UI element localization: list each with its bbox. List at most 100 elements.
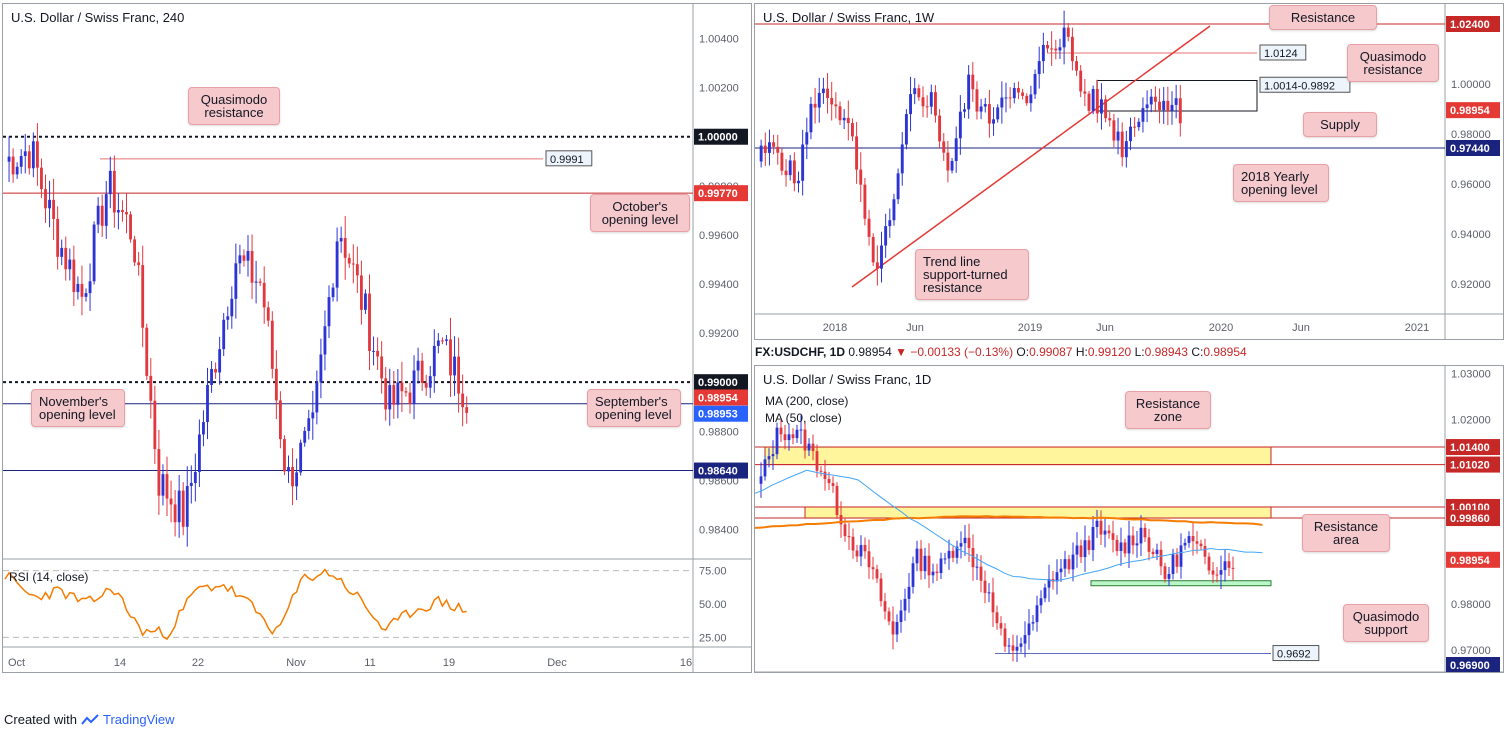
d-candle xyxy=(919,548,923,572)
w-candle xyxy=(805,132,809,145)
d-candle xyxy=(759,476,763,484)
open-label: O: xyxy=(1016,345,1030,359)
h4-candle xyxy=(258,281,262,283)
ma200-legend: MA (200, close) xyxy=(765,394,849,408)
down-triangle-icon: ▼ xyxy=(895,345,907,359)
d-candle xyxy=(783,434,787,441)
h4-candle xyxy=(291,467,294,487)
w-candle xyxy=(763,145,767,153)
d-candle xyxy=(1155,549,1159,555)
d-candle xyxy=(899,610,903,622)
d-candle xyxy=(995,612,999,624)
w-candle xyxy=(958,111,962,139)
weekly-chart-title: U.S. Dollar / Swiss Franc, 1W xyxy=(763,10,935,25)
h4-candle xyxy=(432,345,436,377)
daily-chart-panel[interactable]: U.S. Dollar / Swiss Franc, 1D 1.03000 1.0… xyxy=(754,365,1504,673)
daily-quasimodo-note: Quasimodo support xyxy=(1343,604,1429,642)
h4-chart-panel[interactable]: U.S. Dollar / Swiss Franc, 240 1.00400 1.… xyxy=(2,3,752,673)
h4-candle xyxy=(11,156,15,175)
w-price-tag: 0.97440 xyxy=(1450,143,1490,155)
h4-candle xyxy=(453,356,456,376)
h4-candle xyxy=(364,293,367,310)
d-candle xyxy=(879,578,883,602)
h4-price-tag: 0.98953 xyxy=(698,409,738,421)
h4-price-tag-bg xyxy=(694,462,748,479)
d-candle xyxy=(1215,574,1219,576)
d-support-zone xyxy=(1090,580,1272,587)
daily-chart-canvas[interactable]: 1.030001.020000.990000.980000.970000.969… xyxy=(755,366,1503,672)
d-candle xyxy=(975,566,979,568)
d-candle xyxy=(875,569,879,579)
w-candle xyxy=(1120,131,1124,158)
h4-candle xyxy=(48,199,51,209)
d-candle xyxy=(935,571,939,574)
d-candle xyxy=(1007,645,1011,647)
d-candle xyxy=(843,524,847,537)
h4-candle xyxy=(412,370,416,404)
w-candle xyxy=(801,144,805,181)
d-candle xyxy=(1071,554,1075,570)
w-candle xyxy=(987,104,991,124)
footer-brand[interactable]: TradingView xyxy=(102,712,175,727)
h4-candle xyxy=(214,368,218,373)
w-candle xyxy=(1046,44,1049,49)
w-candle xyxy=(759,145,763,162)
weekly-chart-panel[interactable]: U.S. Dollar / Swiss Franc, 1W 1.00000 0.9… xyxy=(754,3,1504,340)
h4-candle xyxy=(27,151,31,169)
w-candle xyxy=(830,98,834,105)
w-candle xyxy=(1054,48,1058,51)
d-candle xyxy=(839,514,843,525)
w-candle xyxy=(1025,95,1029,104)
close-label: C: xyxy=(1191,345,1204,359)
d-candle xyxy=(1079,545,1083,558)
w-candle xyxy=(813,103,817,108)
w-x-tick: Jun xyxy=(1292,322,1310,334)
h4-candle xyxy=(169,498,173,505)
w-quasimodo-box: 1.0124 xyxy=(1264,48,1298,60)
h4-candle xyxy=(323,326,327,355)
h4-chart-canvas[interactable]: 1.004001.002000.998000.996000.994000.992… xyxy=(3,4,751,672)
d-candle xyxy=(1015,646,1019,651)
h4-price-tag: 0.99770 xyxy=(698,188,738,200)
w-candle xyxy=(792,160,796,184)
d-y-tick: 1.03000 xyxy=(1451,368,1491,380)
d-candle xyxy=(999,623,1003,629)
weekly-chart-canvas[interactable]: 1.00000 0.98000 0.96000 0.94000 0.92000 2018 J… xyxy=(755,4,1503,339)
d-candle xyxy=(779,427,783,435)
d-candle xyxy=(1167,573,1171,579)
d-candle xyxy=(907,586,911,599)
d-candle xyxy=(987,592,991,594)
h4-candle xyxy=(376,350,380,357)
w-candle xyxy=(767,142,771,153)
w-candle xyxy=(1079,70,1083,92)
d-price-tag: 1.01020 xyxy=(1450,460,1490,472)
d-candle xyxy=(967,537,971,548)
h4-candle xyxy=(404,391,408,393)
w-candle xyxy=(788,160,792,176)
d-candle xyxy=(819,470,823,472)
w-candle xyxy=(1012,88,1016,99)
h4-candle xyxy=(177,490,181,523)
h4-candle xyxy=(7,156,11,162)
h4-candle xyxy=(436,340,440,346)
d-candle xyxy=(1107,530,1111,534)
w-candle xyxy=(892,199,896,221)
h4-candle xyxy=(218,349,222,373)
h4-candle xyxy=(210,368,213,385)
h4-candle xyxy=(331,287,335,298)
w-y-tick: 0.92000 xyxy=(1451,279,1491,291)
w-candle xyxy=(1174,98,1178,105)
h4-candle xyxy=(311,412,315,419)
w-price-tag: 0.98954 xyxy=(1450,105,1491,117)
d-candle xyxy=(1223,561,1227,571)
d-candle xyxy=(943,558,947,560)
w-candle xyxy=(996,107,1000,120)
h4-candle xyxy=(60,247,64,257)
h4-price-tag: 1.00000 xyxy=(698,132,738,144)
daily-chart-title: U.S. Dollar / Swiss Franc, 1D xyxy=(763,372,932,387)
h4-candle xyxy=(465,407,469,413)
w-candle xyxy=(1000,97,1004,108)
w-candle xyxy=(859,169,863,185)
d-candle xyxy=(1043,587,1047,599)
d-candle xyxy=(1031,622,1035,624)
